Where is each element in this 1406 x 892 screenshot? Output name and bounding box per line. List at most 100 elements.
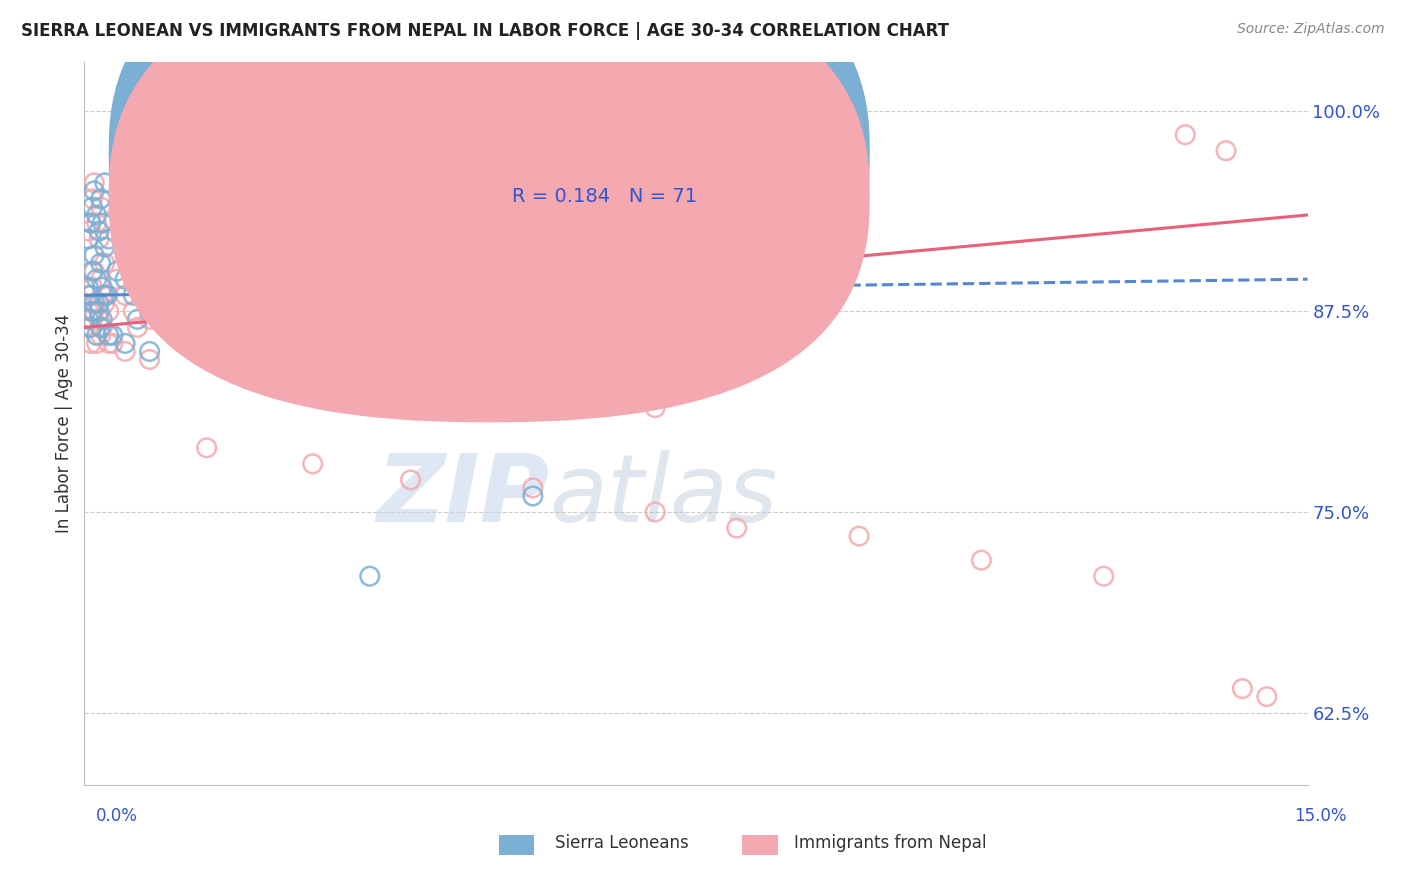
Point: [155, 264, 177, 278]
Text: SIERRA LEONEAN VS IMMIGRANTS FROM NEPAL IN LABOR FORCE | AGE 30-34 CORRELATION C: SIERRA LEONEAN VS IMMIGRANTS FROM NEPAL …: [21, 22, 949, 40]
Point: [82, 312, 104, 326]
Point: [90, 320, 112, 334]
Point: [91, 288, 114, 302]
Point: [522, 256, 544, 270]
Point: [807, 272, 830, 286]
Point: [93, 256, 115, 270]
Point: [1174, 128, 1197, 142]
Point: [86, 208, 108, 222]
Point: [522, 489, 544, 503]
Point: [146, 272, 169, 286]
Point: [91, 216, 114, 230]
Point: [172, 280, 194, 294]
Point: [1215, 144, 1237, 158]
Point: [1232, 681, 1254, 696]
Point: [87, 232, 110, 246]
Point: [82, 304, 104, 318]
Point: [86, 296, 108, 310]
Point: [335, 304, 357, 318]
Point: [440, 280, 463, 294]
Point: [131, 280, 153, 294]
Point: [77, 224, 100, 238]
Text: atlas: atlas: [550, 450, 778, 541]
Point: [93, 288, 115, 302]
Point: [359, 569, 381, 583]
Point: [114, 336, 136, 351]
Text: ZIP: ZIP: [377, 450, 550, 542]
Point: [77, 320, 100, 334]
Point: [80, 336, 103, 351]
Point: [318, 248, 340, 262]
Point: [77, 280, 100, 294]
Point: [114, 272, 136, 286]
Point: [172, 288, 194, 302]
Text: R = 0.184   N = 71: R = 0.184 N = 71: [513, 186, 697, 206]
Point: [359, 376, 381, 391]
Point: [82, 192, 104, 206]
Point: [77, 232, 100, 246]
Point: [80, 304, 103, 318]
Point: [82, 264, 104, 278]
FancyBboxPatch shape: [108, 0, 870, 379]
Point: [93, 176, 115, 190]
Point: [86, 336, 108, 351]
Point: [105, 272, 128, 286]
Text: Source: ZipAtlas.com: Source: ZipAtlas.com: [1237, 22, 1385, 37]
Point: [481, 272, 503, 286]
Point: [82, 200, 104, 214]
Text: Immigrants from Nepal: Immigrants from Nepal: [794, 834, 987, 852]
Point: [179, 320, 201, 334]
Text: R = 0.037   N = 59: R = 0.037 N = 59: [513, 144, 697, 162]
Point: [83, 184, 105, 198]
Point: [685, 248, 707, 262]
Point: [90, 328, 112, 343]
Point: [83, 304, 105, 318]
Point: [644, 401, 666, 415]
Point: [83, 296, 105, 310]
Point: [80, 288, 103, 302]
Point: [91, 280, 114, 294]
Point: [80, 320, 103, 334]
Point: [87, 312, 110, 326]
Point: [127, 312, 149, 326]
Point: [179, 328, 201, 343]
Point: [97, 336, 120, 351]
FancyBboxPatch shape: [108, 0, 870, 422]
Point: [603, 248, 626, 262]
Point: [83, 176, 105, 190]
Point: [87, 224, 110, 238]
Point: [87, 304, 110, 318]
Point: [80, 216, 103, 230]
Point: [970, 553, 993, 567]
Text: 15.0%: 15.0%: [1295, 807, 1347, 825]
Point: [579, 312, 602, 326]
Point: [562, 264, 585, 278]
Point: [138, 344, 160, 359]
Point: [1256, 690, 1278, 704]
Point: [114, 344, 136, 359]
Point: [399, 264, 422, 278]
Point: [236, 248, 259, 262]
Point: [464, 280, 486, 294]
Y-axis label: In Labor Force | Age 30-34: In Labor Force | Age 30-34: [55, 314, 73, 533]
Point: [93, 240, 115, 254]
Point: [301, 457, 323, 471]
Point: [90, 272, 112, 286]
FancyBboxPatch shape: [457, 124, 787, 235]
Point: [155, 304, 177, 318]
Point: [195, 264, 218, 278]
Point: [131, 288, 153, 302]
Point: [83, 264, 105, 278]
Point: [90, 256, 112, 270]
Point: [91, 312, 114, 326]
Point: [90, 192, 112, 206]
Point: [155, 280, 177, 294]
Point: [277, 256, 299, 270]
Point: [138, 304, 160, 318]
Point: [101, 336, 124, 351]
Point: [90, 200, 112, 214]
Text: 0.0%: 0.0%: [96, 807, 138, 825]
Point: [766, 272, 789, 286]
Point: [91, 320, 114, 334]
Point: [93, 296, 115, 310]
